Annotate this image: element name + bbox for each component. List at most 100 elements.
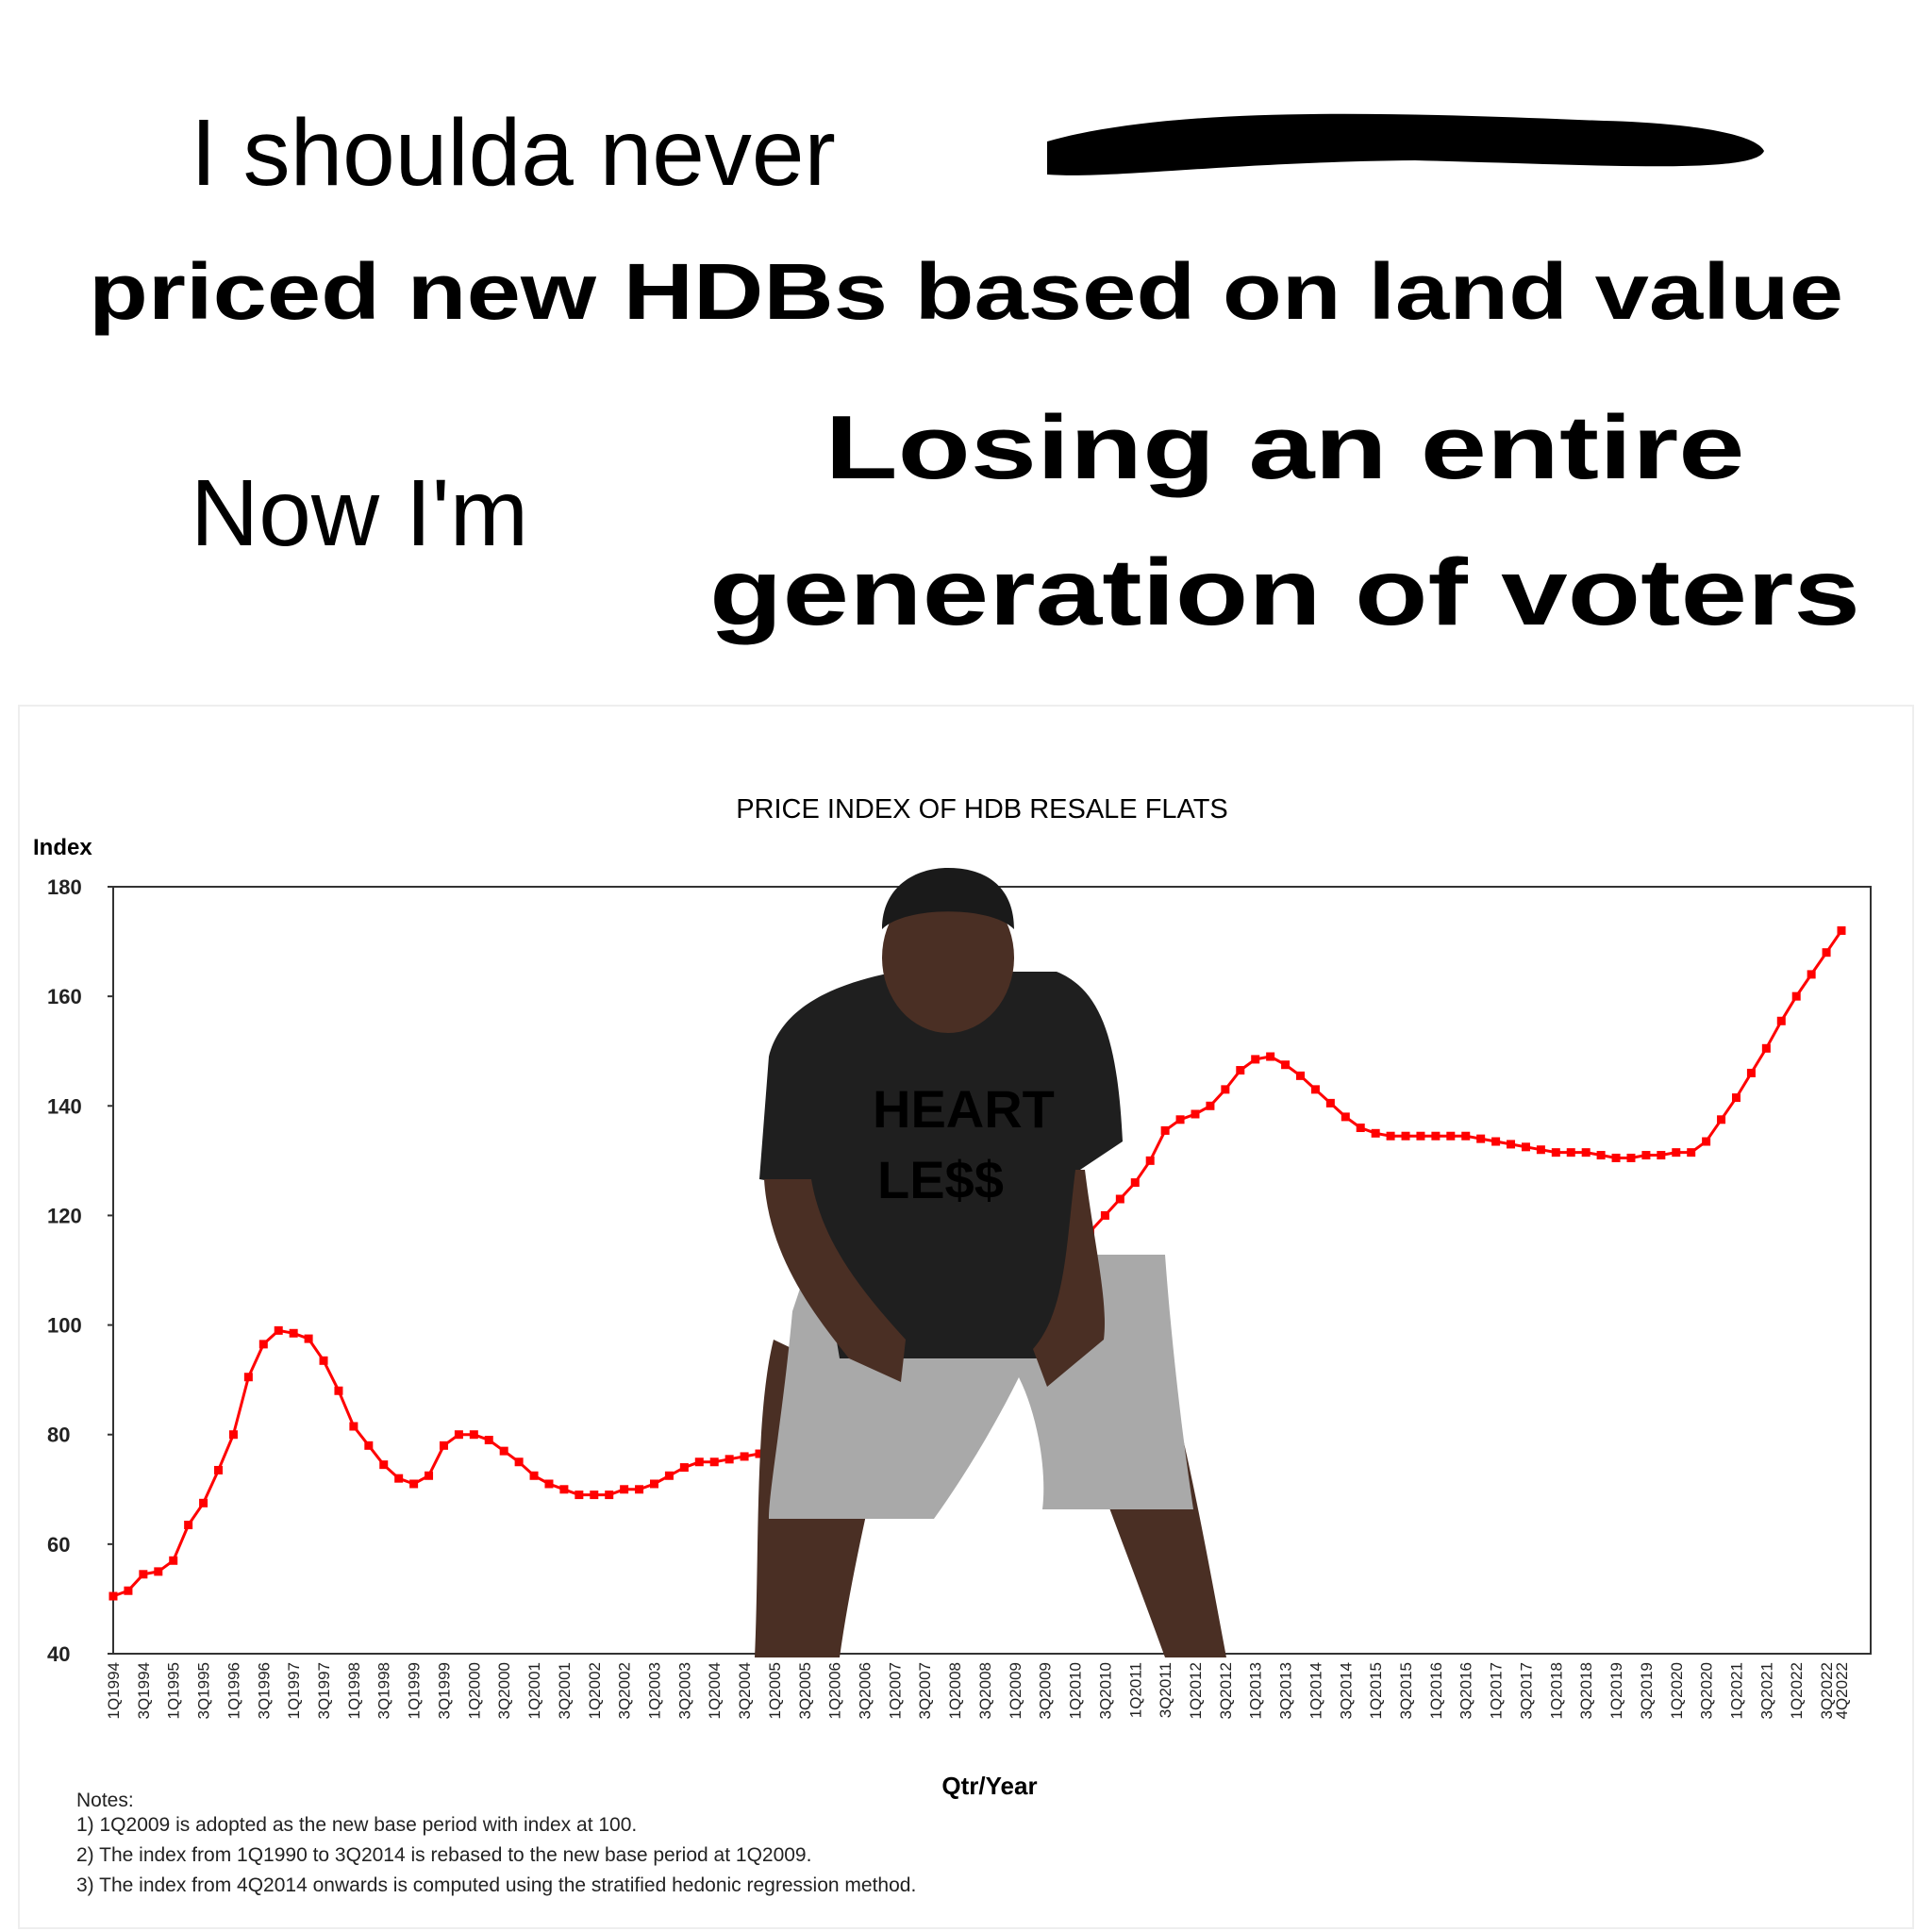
- data-point: [559, 1485, 569, 1494]
- x-axis-label: Qtr/Year: [941, 1772, 1037, 1800]
- x-tick-label: 3Q2001: [556, 1662, 574, 1720]
- x-tick-label: 1Q2018: [1547, 1662, 1565, 1720]
- data-point: [694, 1457, 704, 1467]
- y-tick-label: 140: [47, 1094, 82, 1118]
- data-point: [243, 1373, 253, 1382]
- data-point: [1310, 1085, 1320, 1094]
- x-tick-label: 3Q2019: [1638, 1662, 1656, 1720]
- x-tick-label: 3Q1995: [195, 1662, 213, 1720]
- data-point: [499, 1446, 508, 1456]
- x-tick-label: 1Q1999: [406, 1662, 424, 1720]
- data-point: [1761, 1043, 1771, 1053]
- data-point: [544, 1479, 554, 1489]
- data-point: [1717, 1115, 1726, 1124]
- x-tick-label: 3Q2022: [1818, 1662, 1836, 1720]
- data-point: [319, 1356, 328, 1365]
- data-point: [108, 1591, 118, 1601]
- data-point: [1446, 1131, 1456, 1141]
- x-tick-label: 3Q1996: [255, 1662, 273, 1720]
- x-tick-label: 1Q2020: [1668, 1662, 1686, 1720]
- x-tick-label: 3Q2002: [616, 1662, 634, 1720]
- x-tick-label: 1Q1997: [285, 1662, 303, 1720]
- x-tick-label: 1Q2016: [1427, 1662, 1445, 1720]
- data-point: [1115, 1194, 1124, 1204]
- data-point: [1386, 1131, 1395, 1141]
- data-point: [649, 1479, 658, 1489]
- x-tick-label: 1Q2014: [1307, 1662, 1324, 1720]
- x-tick-label: 3Q2015: [1397, 1662, 1415, 1720]
- data-point: [1251, 1055, 1260, 1064]
- note: Notes:: [76, 1790, 134, 1811]
- x-tick-label: 1Q2007: [886, 1662, 904, 1720]
- x-tick-label: 1Q2013: [1247, 1662, 1265, 1720]
- x-tick-label: 1Q1995: [165, 1662, 183, 1720]
- data-point: [709, 1457, 719, 1467]
- x-tick-label: 3Q2009: [1037, 1662, 1055, 1720]
- data-point: [304, 1334, 313, 1343]
- x-tick-label: 3Q2003: [675, 1662, 693, 1720]
- data-point: [635, 1485, 644, 1494]
- data-point: [379, 1460, 389, 1470]
- x-tick-label: 1Q2012: [1187, 1662, 1205, 1720]
- data-point: [605, 1491, 614, 1500]
- y-axis-label: Index: [33, 835, 92, 860]
- data-point: [1626, 1153, 1636, 1162]
- x-tick-label: 4Q2022: [1833, 1662, 1851, 1720]
- y-tick-label: 80: [47, 1424, 70, 1447]
- x-tick-label: 3Q2005: [796, 1662, 814, 1720]
- data-point: [1100, 1210, 1109, 1220]
- data-point: [1581, 1148, 1591, 1158]
- x-tick-label: 1Q2002: [586, 1662, 604, 1720]
- data-point: [394, 1474, 404, 1483]
- data-point: [755, 1449, 764, 1458]
- data-point: [484, 1436, 493, 1445]
- data-point: [1672, 1148, 1681, 1158]
- x-tick-label: 1Q2015: [1367, 1662, 1385, 1720]
- x-tick-label: 3Q2000: [495, 1662, 513, 1720]
- data-point: [1687, 1148, 1696, 1158]
- shirt-print: HEART: [873, 1079, 1055, 1139]
- meme-line: priced new HDBs based on land value: [89, 247, 1843, 336]
- x-tick-label: 1Q2008: [946, 1662, 964, 1720]
- data-point: [334, 1386, 343, 1395]
- x-tick-label: 3Q1998: [375, 1662, 393, 1720]
- data-point: [514, 1457, 524, 1467]
- y-tick-label: 60: [47, 1533, 70, 1557]
- data-point: [199, 1498, 208, 1507]
- x-tick-label: 3Q2006: [857, 1662, 874, 1720]
- x-tick-label: 1Q2006: [826, 1662, 844, 1720]
- x-tick-label: 3Q2013: [1277, 1662, 1295, 1720]
- scribble: [1047, 113, 1764, 175]
- data-point: [1641, 1151, 1651, 1160]
- data-point: [1822, 948, 1831, 958]
- data-point: [575, 1491, 584, 1500]
- person: HEART LE$$: [755, 868, 1226, 1657]
- data-point: [724, 1455, 734, 1464]
- x-tick-label: 3Q2008: [976, 1662, 994, 1720]
- data-point: [1791, 991, 1801, 1001]
- data-point: [1191, 1109, 1200, 1119]
- data-point: [1521, 1142, 1530, 1152]
- x-tick-label: 1Q1994: [105, 1662, 123, 1720]
- data-point: [1221, 1085, 1230, 1094]
- data-point: [1702, 1137, 1711, 1146]
- chart-title: PRICE INDEX OF HDB RESALE FLATS: [736, 794, 1228, 824]
- data-point: [1356, 1124, 1365, 1133]
- note: 2) The index from 1Q1990 to 3Q2014 is re…: [76, 1844, 811, 1866]
- x-tick-label: 3Q2011: [1157, 1662, 1174, 1718]
- x-tick-label: 3Q2014: [1337, 1662, 1355, 1720]
- x-tick-label: 3Q2020: [1698, 1662, 1716, 1720]
- data-point: [1266, 1052, 1275, 1061]
- data-point: [1776, 1016, 1786, 1025]
- data-point: [184, 1521, 193, 1530]
- meme-line: I shoulda never: [191, 100, 836, 206]
- data-point: [349, 1422, 358, 1431]
- data-point: [154, 1567, 163, 1576]
- x-tick-label: 3Q2010: [1096, 1662, 1114, 1720]
- x-tick-label: 1Q1996: [225, 1662, 242, 1720]
- data-point: [1431, 1131, 1441, 1141]
- data-point: [529, 1471, 539, 1480]
- data-point: [1160, 1125, 1170, 1135]
- x-tick-label: 1Q2017: [1488, 1662, 1506, 1720]
